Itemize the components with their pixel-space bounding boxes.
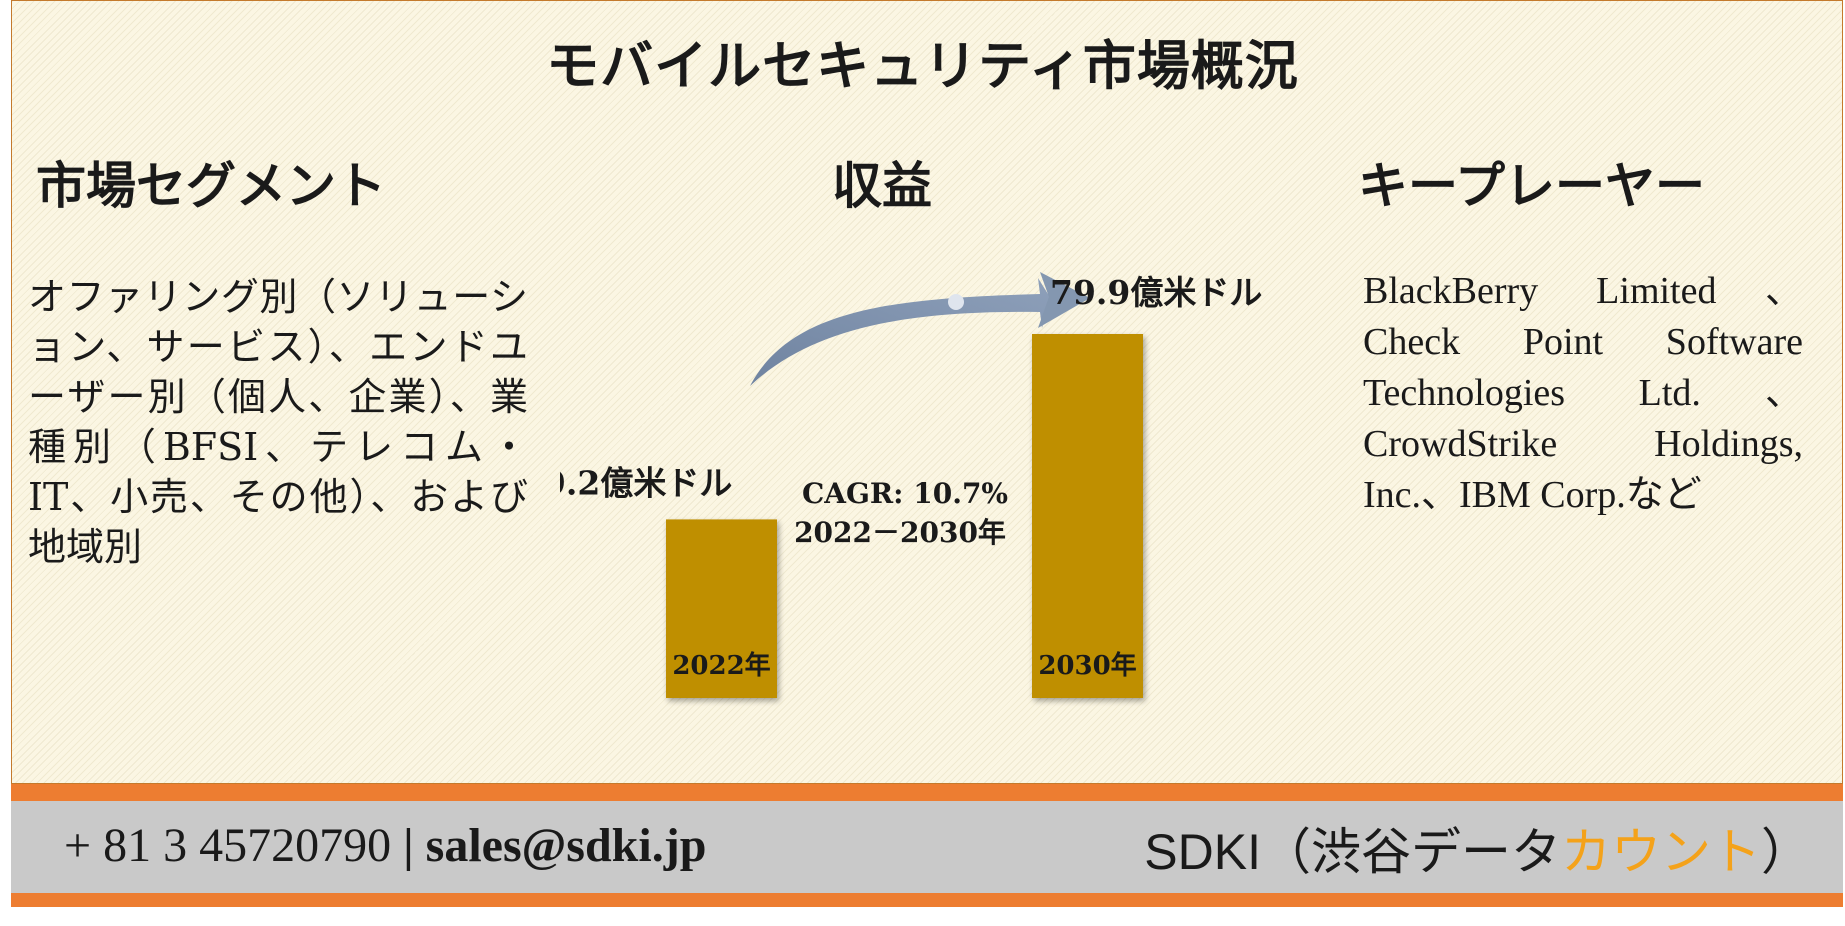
value-label: 39.2億米ドル: [560, 463, 732, 502]
growth-arrow-icon: [750, 272, 1090, 386]
contact-separator: |: [403, 819, 414, 872]
contact-email[interactable]: sales@sdki.jp: [425, 819, 707, 872]
category-label: 2030年: [1038, 650, 1136, 681]
brand-accent: カウント: [1561, 824, 1761, 880]
segment-description: オファリング別（ソリューション、サービス）、エンドユーザー別（個人、企業）、業種…: [28, 275, 528, 569]
brand-close: ）: [1761, 824, 1811, 880]
players-description: BlackBerry Limited、Check Point Software …: [1363, 270, 1803, 516]
footer-contact: + 81 3 45720790 | sales@sdki.jp: [64, 818, 706, 873]
brand-main: SDKI（渋谷データ: [1144, 824, 1561, 880]
bar-2022年: [666, 519, 777, 698]
slide-panel: [11, 0, 1843, 783]
cagr-period-label: 2022－2030年: [794, 516, 1006, 549]
segment-heading: 市場セグメント: [36, 156, 386, 215]
footer-band: [11, 801, 1843, 893]
footer-bottom-stripe: [11, 893, 1843, 907]
brand-name: SDKI（渋谷データカウント）: [1144, 812, 1811, 884]
value-label: 79.9億米ドル: [1050, 273, 1262, 312]
revenue-heading: 収益: [832, 156, 932, 215]
page-title: モバイルセキュリティ市場概況: [546, 35, 1299, 97]
footer-top-stripe: [11, 783, 1843, 801]
category-label: 2022年: [672, 650, 770, 681]
players-heading: キープレーヤー: [1358, 156, 1705, 215]
bar-2030年: [1032, 334, 1143, 698]
revenue-chart: 2022年 39.2億米ドル 2030年 79.9億米ドル CAGR: 10.7% 2…: [560, 272, 1262, 698]
cagr-label: CAGR: 10.7%: [802, 477, 1008, 510]
contact-phone[interactable]: + 81 3 45720790: [64, 819, 392, 872]
